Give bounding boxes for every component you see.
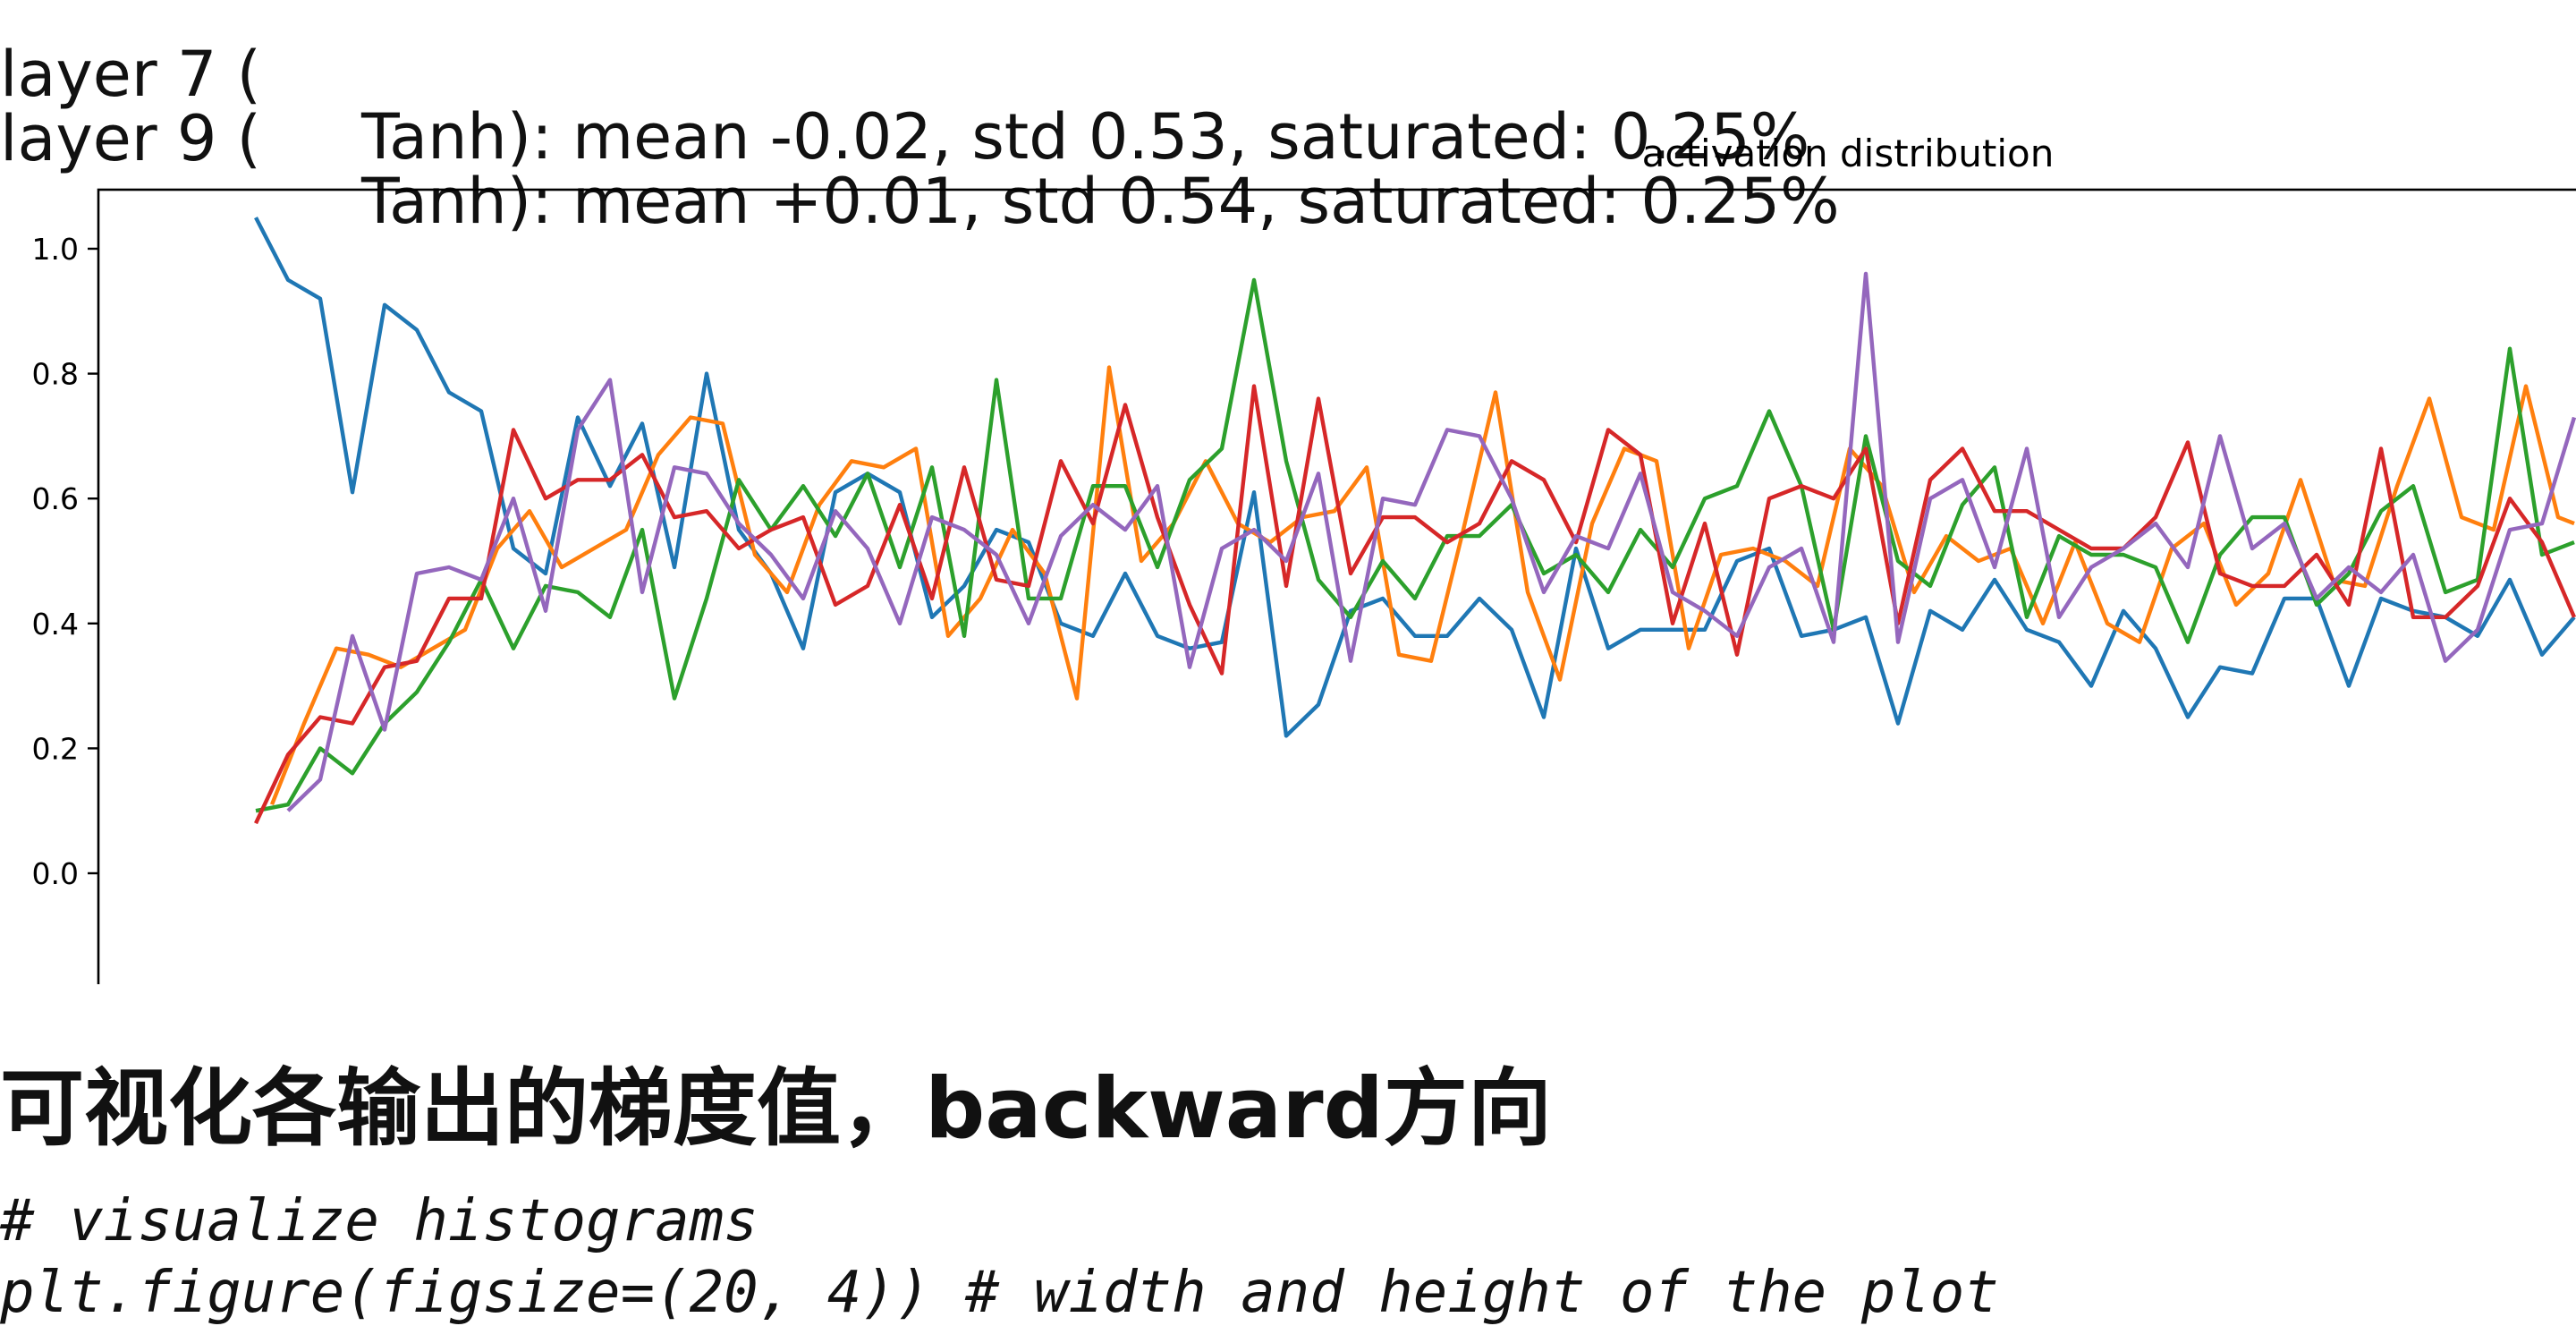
- layer-stats: Tanh): mean +0.01, std 0.54, saturated: …: [361, 165, 1840, 238]
- y-axis: 0.0 0.2 0.4 0.6 0.8 1.0: [32, 232, 98, 891]
- output-line-layer7: layer 7 ( Tanh): mean -0.02, std 0.53, s…: [0, 0, 1809, 168]
- y-tick-label: 0.4: [32, 607, 79, 642]
- y-tick-label: 0.6: [32, 481, 79, 516]
- y-tick-label: 1.0: [32, 232, 79, 267]
- y-tick-label: 0.0: [32, 856, 79, 891]
- plot-frame: [97, 188, 2576, 984]
- layer-label: layer 7 (: [0, 38, 261, 111]
- layer-label: layer 9 (: [0, 102, 261, 175]
- series-line-4: [254, 384, 2576, 825]
- series-line-2: [269, 365, 2575, 806]
- y-tick-label: 0.8: [32, 357, 79, 392]
- series-lines: [254, 217, 2576, 825]
- activation-distribution-chart: activation distribution −1.00−0.75−0.50−…: [32, 132, 2576, 984]
- chart-title: activation distribution: [1642, 132, 2055, 175]
- section-heading: 可视化各输出的梯度值，backward方向: [0, 1060, 1552, 1158]
- series-line-3: [255, 277, 2575, 813]
- layer-stats: Tanh): mean -0.02, std 0.53, saturated: …: [361, 100, 1810, 174]
- series-line-5: [286, 271, 2576, 812]
- output-line-layer9: layer 9 ( Tanh): mean +0.01, std 0.54, s…: [0, 45, 1840, 233]
- code-comment-line: # visualize histograms: [0, 1188, 758, 1254]
- code-line: plt.figure(figsize=(20, 4)) # width and …: [0, 1260, 1999, 1326]
- y-tick-label: 0.2: [32, 731, 79, 766]
- series-line-1: [254, 217, 2576, 738]
